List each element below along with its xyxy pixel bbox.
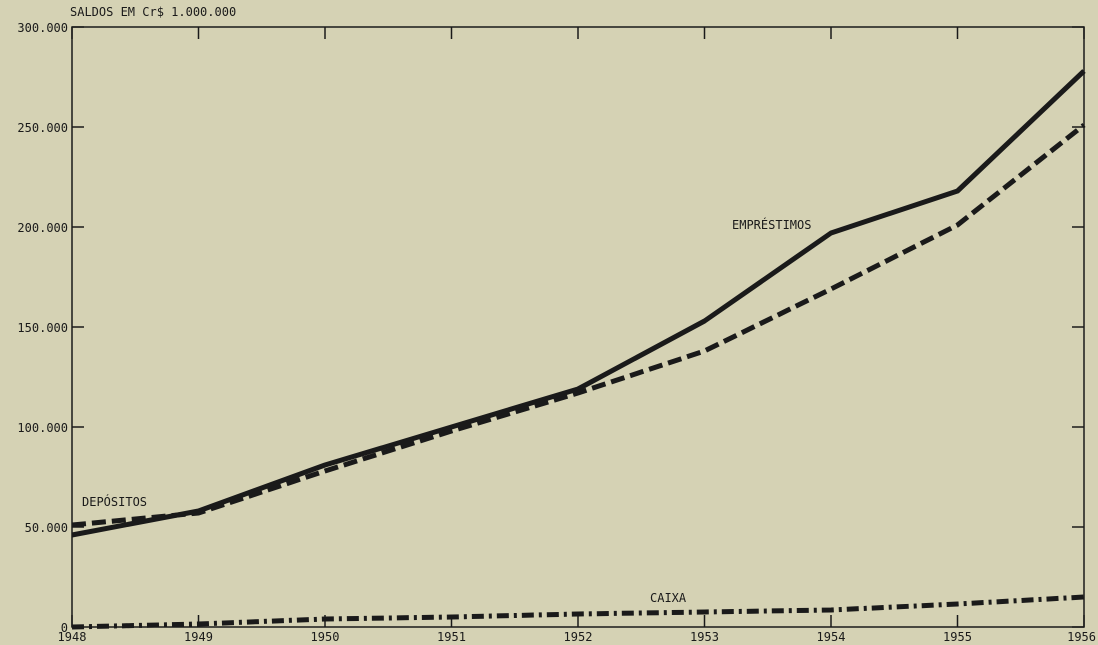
unit-label: SALDOS EM Cr$ 1.000.000 [70,5,236,19]
x-tick-label: 1948 [58,630,87,644]
x-tick-label: 1956 [1067,630,1096,644]
x-tick-label: 1950 [311,630,340,644]
plot-frame [71,26,1085,628]
y-tick-label: 250.000 [17,121,68,135]
x-tick-label: 1951 [437,630,466,644]
series-line-emprestimos [71,69,1086,538]
y-tick-label: 150.000 [17,321,68,335]
y-tick-label: 200.000 [17,221,68,235]
x-tick-label: 1952 [564,630,593,644]
x-axis: 1948 1949 1950 1951 1952 1953 1954 1955 1956 [58,27,1096,644]
series-line-depositos [71,123,1086,528]
y-tick-label: 100.000 [17,421,68,435]
x-tick-label: 1954 [817,630,846,644]
series-lines [71,69,1086,630]
y-tick-label: 50.000 [25,521,68,535]
x-tick-label: 1955 [943,630,972,644]
series-label-caixa: CAIXA [650,591,687,605]
x-tick-label: 1953 [690,630,719,644]
y-tick-label: 300.000 [17,21,68,35]
y-tick-label: 0 [61,621,68,635]
series-label-emprestimos: EMPRÉSTIMOS [732,217,811,232]
series-line-caixa [71,594,1085,630]
y-axis: 0 50.000 100.000 150.000 200.000 250.000 300.0… [17,21,1084,635]
x-tick-label: 1949 [184,630,213,644]
series-label-depositos: DEPÓSITOS [82,494,147,509]
